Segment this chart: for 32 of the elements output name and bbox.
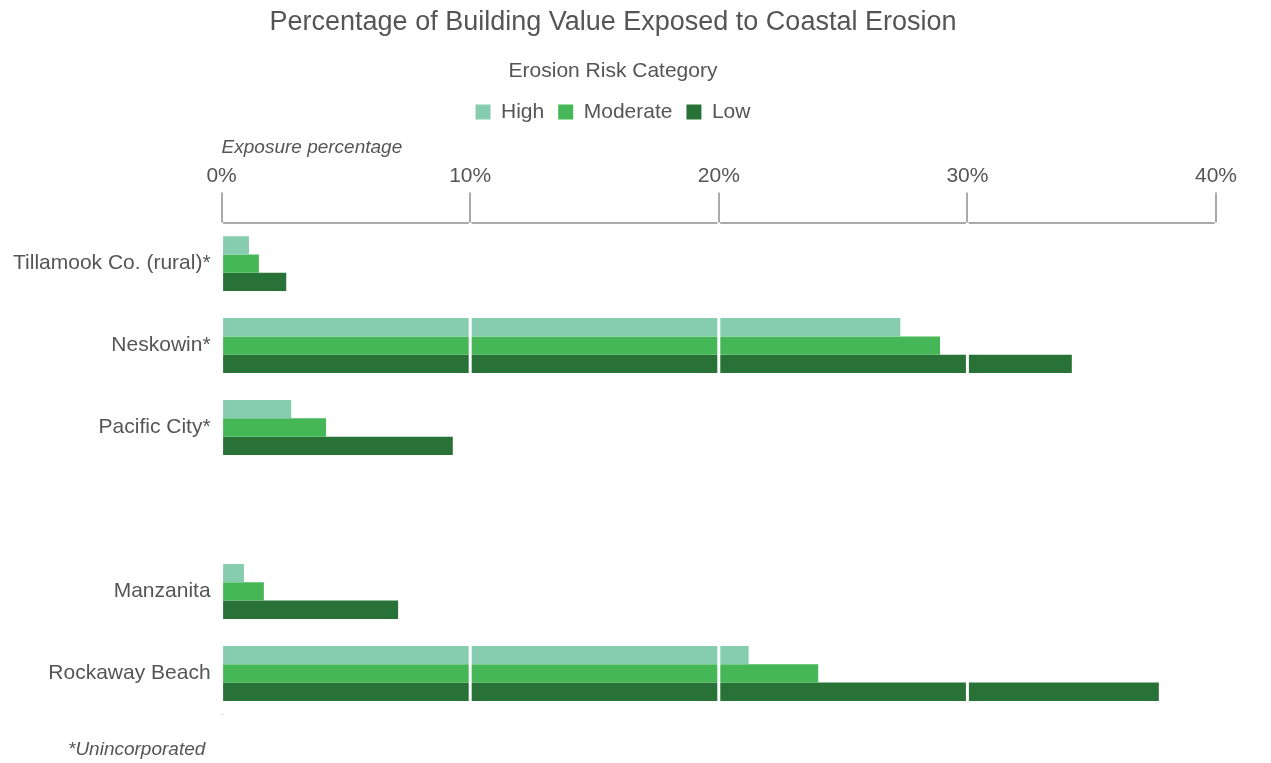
x-tick-label: 0%: [206, 162, 237, 186]
bar: [222, 318, 901, 337]
legend-label: Low: [711, 98, 752, 122]
chart-title: Percentage of Building Value Exposed to Coastal Erosion: [269, 5, 957, 36]
bar: [222, 582, 264, 601]
bar: [222, 563, 244, 583]
bar: [222, 645, 749, 665]
y-tick-label: Pacific City*: [98, 414, 211, 438]
bar: [222, 664, 819, 683]
y-tick-label: Manzanita: [113, 578, 211, 602]
bar: [222, 272, 287, 292]
bar: [222, 600, 399, 619]
bar: [222, 236, 249, 255]
legend-label: High: [501, 98, 545, 122]
y-tick-label: Tillamook Co. (rural)*: [13, 250, 211, 274]
legend-title: Erosion Risk Category: [508, 57, 718, 81]
x-tick-label: 20%: [697, 162, 740, 186]
bar: [222, 354, 1072, 374]
bar: [222, 336, 941, 355]
x-tick-label: 10%: [449, 162, 492, 186]
text: *Unincorporated: [68, 738, 206, 760]
y-tick-label: Neskowin*: [111, 332, 211, 356]
legend-label: Moderate: [583, 98, 673, 122]
bar: [222, 436, 453, 455]
x-tick-label: 40%: [1194, 162, 1238, 186]
bar: [222, 682, 1159, 701]
x-axis-title: Exposure percentage: [221, 136, 403, 158]
y-tick-label: Rockaway Beach: [48, 660, 211, 684]
bar: [222, 254, 259, 273]
bar: [222, 418, 327, 437]
x-tick-label: 30%: [946, 162, 989, 186]
bar: [222, 400, 292, 419]
